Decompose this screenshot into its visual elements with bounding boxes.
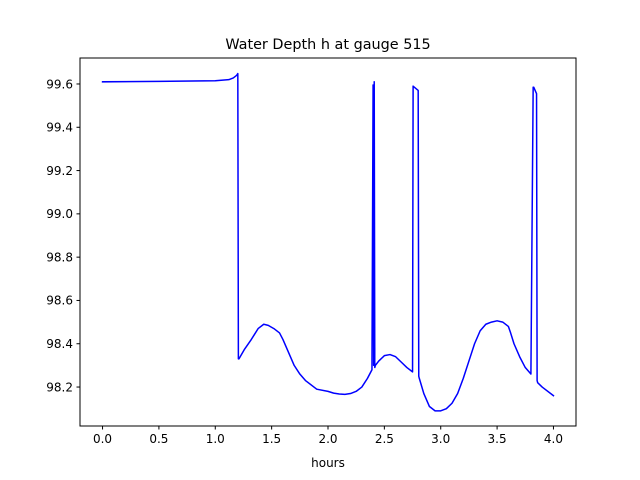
- y-tick-label: 98.4: [46, 337, 73, 351]
- x-tick-label: 1.5: [262, 432, 281, 446]
- x-tick-label: 1.0: [206, 432, 225, 446]
- x-axis: 0.0 0.5 1.0 1.5 2.0 2.5 3.0 3.5 4.0: [93, 426, 563, 446]
- series-line: [101, 72, 555, 412]
- x-tick-label: 0.0: [93, 432, 112, 446]
- x-tick-label: 2.5: [375, 432, 394, 446]
- y-tick-label: 98.6: [46, 294, 73, 308]
- y-tick-label: 99.4: [46, 121, 73, 135]
- x-tick-label: 4.0: [544, 432, 563, 446]
- y-tick-label: 99.2: [46, 164, 73, 178]
- x-tick-label: 2.0: [318, 432, 337, 446]
- x-axis-label: hours: [311, 456, 345, 470]
- y-tick-label: 99.0: [46, 207, 73, 221]
- x-tick-label: 3.0: [431, 432, 450, 446]
- y-tick-label: 98.8: [46, 250, 73, 264]
- plot-area: [101, 72, 555, 412]
- y-axis: 98.2 98.4 98.6 98.8 99.0 99.2 99.4 99.6: [46, 77, 80, 394]
- chart-title: Water Depth h at gauge 515: [225, 37, 430, 53]
- x-tick-label: 0.5: [149, 432, 168, 446]
- series-0: [101, 72, 555, 412]
- x-tick-label: 3.5: [488, 432, 507, 446]
- y-tick-label: 99.6: [46, 77, 73, 91]
- y-tick-label: 98.2: [46, 380, 73, 394]
